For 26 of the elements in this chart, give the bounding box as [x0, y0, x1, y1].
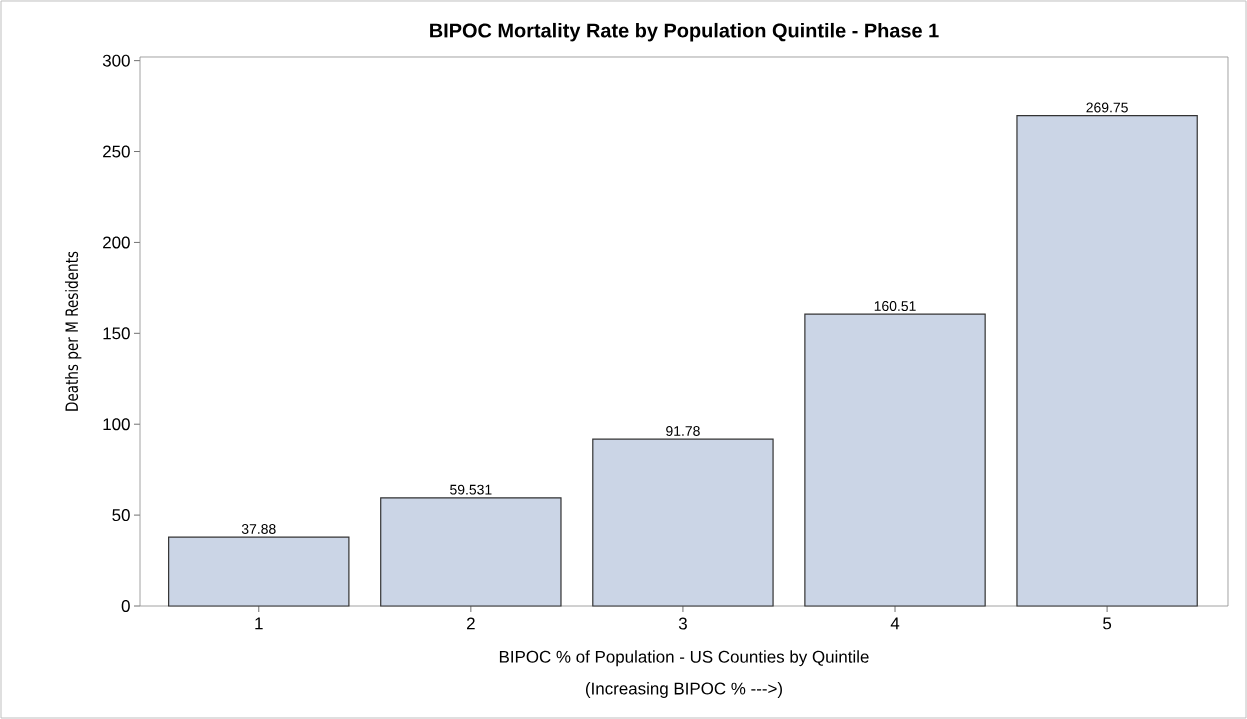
data-label: 59.531 — [450, 484, 492, 495]
y-tick-label: 0 — [121, 600, 130, 612]
bar — [380, 497, 562, 607]
y-tick-label: 200 — [103, 236, 130, 249]
x-tick-label: 3 — [678, 617, 687, 630]
bar — [592, 438, 774, 607]
x-tick-label: 1 — [255, 617, 263, 630]
y-tick-label: 150 — [103, 327, 130, 340]
y-tick-label: 100 — [103, 418, 130, 431]
x-tick-label: 4 — [890, 617, 900, 630]
bar — [1016, 115, 1198, 607]
x-tick-label: 5 — [1103, 617, 1112, 630]
data-label: 269.75 — [1086, 102, 1128, 113]
y-tick-label: 50 — [112, 509, 130, 522]
data-label: 160.51 — [874, 301, 916, 312]
x-axis-title: BIPOC % of Population - US Counties by Quintile — [499, 650, 869, 667]
y-axis-title: Deaths per M Residents — [64, 251, 82, 411]
data-label: 91.78 — [666, 426, 700, 436]
y-tick-label: 300 — [102, 54, 130, 67]
data-label: 37.88 — [241, 524, 276, 534]
x-tick-label: 2 — [467, 617, 475, 630]
text: (Increasing BIPOC % --->) — [585, 682, 782, 698]
bar — [804, 313, 986, 607]
bar — [168, 536, 350, 607]
y-tick-label: 250 — [103, 145, 130, 158]
chart-title: BIPOC Mortality Rate by Population Quintile - Phase 1 — [430, 22, 939, 42]
